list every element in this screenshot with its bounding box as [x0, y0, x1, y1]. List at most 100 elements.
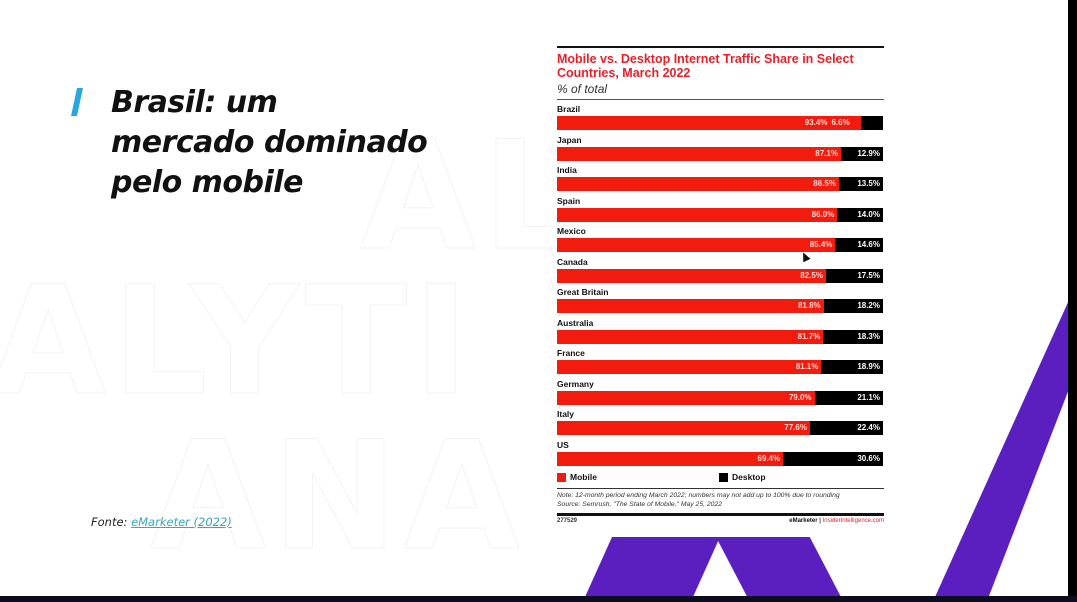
purple-shape-3 [935, 300, 1068, 596]
stacked-bar: 86.5% 13.5% [557, 177, 883, 191]
title-line-1: Brasil: um [111, 85, 278, 120]
title-line-2: mercado dominado [111, 125, 428, 160]
title-line-3: pelo mobile [111, 165, 303, 200]
brand-site: InsiderIntelligence.com [822, 518, 884, 524]
title-accent-bar [71, 88, 83, 116]
chart-row: Brazil 93.4% 6.6% [557, 100, 884, 131]
chart-row: France 81.1% 18.9% [557, 344, 884, 375]
purple-shape-1 [585, 537, 720, 596]
chart-row: Japan 87.1% 12.9% [557, 131, 884, 162]
country-label: Italy [557, 409, 575, 419]
slide-title: Brasil: um mercado dominado pelo mobile [111, 83, 428, 203]
mobile-value: 82.5% [800, 270, 823, 280]
chart-row: Canada 82.5% 17.5% [557, 253, 884, 284]
mobile-segment: 79.0% [557, 390, 815, 405]
desktop-value: 14.6% [857, 240, 880, 249]
mobile-value: 77.6% [784, 423, 807, 432]
chart-branding: eMarketer | InsiderIntelligence.com [789, 518, 884, 524]
mobile-value: 81.1% [795, 362, 819, 371]
chart-image: Mobile vs. Desktop Internet Traffic Shar… [557, 46, 884, 524]
chart-note: Note: 12-month period ending March 2022;… [557, 492, 840, 499]
mobile-value: 86.5% [813, 179, 836, 188]
country-label: Spain [557, 195, 581, 206]
country-label: Japan [557, 134, 582, 145]
chart-row: Spain 86.0% 14.0% [557, 192, 884, 223]
desktop-value: 17.5% [857, 270, 880, 280]
desktop-value: 18.2% [857, 301, 880, 310]
mobile-segment: 77.6% [557, 421, 810, 435]
mobile-value: 85.4% [809, 240, 833, 249]
chart-rows: Brazil 93.4% 6.6% Japan 87.1% 12.9% India 86.5%… [557, 100, 884, 466]
mobile-segment: 69.4% [557, 451, 784, 466]
desktop-segment: 12.9% [840, 146, 883, 161]
stacked-bar: 81.1% 18.9% [557, 360, 883, 374]
country-label: Great Britain [557, 287, 609, 297]
chart-row: Australia 81.7% 18.3% [557, 314, 884, 345]
desktop-value: 18.3% [857, 331, 880, 341]
chart-subtitle: % of total [557, 82, 608, 96]
purple-shape-2 [716, 537, 841, 596]
chart-row: Mexico 85.4% 14.6% [557, 222, 884, 253]
stacked-bar: 93.4% 6.6% [557, 116, 883, 130]
chart-row: Germany 79.0% 21.1% [557, 375, 884, 406]
chart-divider [557, 99, 884, 100]
chart-notes: Note: 12-month period ending March 2022;… [557, 488, 884, 509]
mobile-segment: 85.4% [557, 238, 836, 252]
mobile-value: 69.4% [757, 453, 781, 463]
desktop-value: 30.6% [857, 453, 880, 463]
mobile-segment: 86.0% [557, 207, 838, 222]
mobile-segment: 81.7% [557, 329, 824, 344]
country-label: Mexico [557, 226, 586, 236]
chart-legend: Mobile Desktop [557, 472, 884, 482]
desktop-value: 14.0% [857, 209, 880, 219]
watermark-line-2: ALYTI [0, 255, 476, 430]
desktop-segment: 6.6% [831, 116, 883, 130]
chart-footer: 277529 eMarketer | InsiderIntelligence.c… [557, 513, 884, 524]
stacked-bar: 77.6% 22.4% [557, 421, 883, 435]
chart-row: India 86.5% 13.5% [557, 161, 884, 192]
desktop-segment: 14.0% [837, 207, 883, 222]
source-prefix: Fonte: [91, 515, 128, 529]
desktop-segment: 30.6% [783, 451, 883, 466]
country-label: Canada [557, 256, 588, 267]
source-citation: Fonte: eMarketer (2022) [91, 515, 232, 529]
watermark-line-3: ANA [150, 410, 526, 585]
desktop-segment: 18.9% [821, 360, 883, 374]
country-label: Australia [557, 317, 594, 328]
mobile-segment: 87.1% [557, 146, 841, 161]
mobile-value: 81.8% [797, 301, 821, 310]
mobile-segment: 82.5% [557, 268, 826, 283]
stacked-bar: 81.8% 18.2% [557, 299, 883, 313]
mobile-value: 86.0% [811, 209, 835, 219]
stacked-bar: 82.5% 17.5% [557, 268, 883, 283]
mobile-value: 87.1% [815, 148, 838, 158]
chart-title: Mobile vs. Desktop Internet Traffic Shar… [557, 52, 854, 80]
desktop-value: 6.6% [831, 118, 850, 127]
stacked-bar: 85.4% 14.6% [557, 238, 883, 252]
chart-source: Source: Semrush, "The State of Mobile," … [557, 500, 723, 508]
country-label: France [557, 348, 585, 358]
brand-emarketer: eMarketer [789, 518, 818, 524]
window-edge-bottom [0, 596, 1077, 602]
stacked-bar: 87.1% 12.9% [557, 146, 883, 161]
watermark-line-1: AL [360, 110, 584, 285]
mobile-segment: 93.4% [557, 116, 862, 130]
source-link[interactable]: eMarketer (2022) [131, 515, 232, 529]
legend-desktop: Desktop [719, 472, 881, 482]
country-label: India [557, 165, 577, 175]
mobile-segment: 81.1% [557, 360, 822, 374]
chart-row: Great Britain 81.8% 18.2% [557, 283, 884, 314]
desktop-segment: 13.5% [838, 177, 883, 191]
country-label: Germany [557, 378, 594, 389]
mobile-segment: 81.8% [557, 299, 824, 313]
chart-row: US 69.4% 30.6% [557, 436, 884, 467]
brand-separator: | [819, 518, 821, 524]
desktop-value: 18.9% [857, 362, 880, 371]
chart-id: 277529 [557, 518, 578, 524]
chart-top-rule [557, 46, 884, 48]
desktop-value: 13.5% [857, 179, 880, 188]
desktop-value: 12.9% [857, 148, 880, 158]
legend-mobile-swatch [557, 472, 566, 482]
country-label: US [557, 439, 569, 450]
